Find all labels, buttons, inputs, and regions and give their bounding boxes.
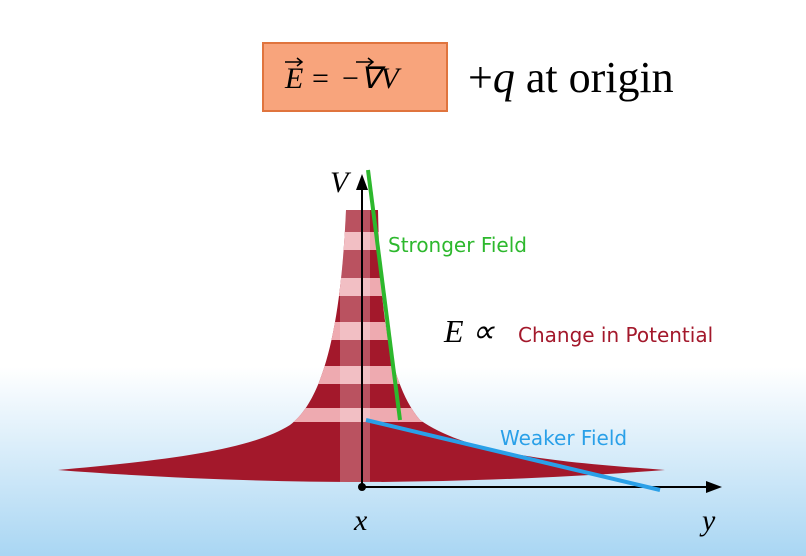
equation-box bbox=[262, 42, 448, 112]
equation-lhs: E bbox=[284, 62, 303, 95]
equation-equals: = bbox=[312, 62, 329, 95]
origin bbox=[358, 483, 366, 491]
equation-rhs: −∇V bbox=[340, 62, 402, 95]
v-arrow bbox=[356, 174, 368, 190]
equation: E = −∇V bbox=[284, 62, 402, 95]
y-label: y bbox=[699, 504, 716, 537]
strong-field-line bbox=[366, 169, 402, 421]
y-arrow bbox=[706, 481, 722, 493]
charge-text: at origin bbox=[526, 53, 674, 102]
relation-symbol: E ∝ bbox=[443, 313, 496, 349]
weaker-label: Weaker Field bbox=[500, 426, 627, 450]
charge-sign: + bbox=[468, 53, 493, 102]
charge-label: +q at origin bbox=[468, 53, 674, 102]
charge-symbol: q bbox=[493, 53, 515, 102]
stronger-label: Stronger Field bbox=[388, 233, 527, 257]
vector-arrows bbox=[285, 57, 375, 67]
weak-field-line bbox=[365, 418, 661, 492]
relation-text: Change in Potential bbox=[518, 323, 713, 347]
x-label: x bbox=[353, 504, 368, 537]
v-label: V bbox=[330, 166, 352, 199]
